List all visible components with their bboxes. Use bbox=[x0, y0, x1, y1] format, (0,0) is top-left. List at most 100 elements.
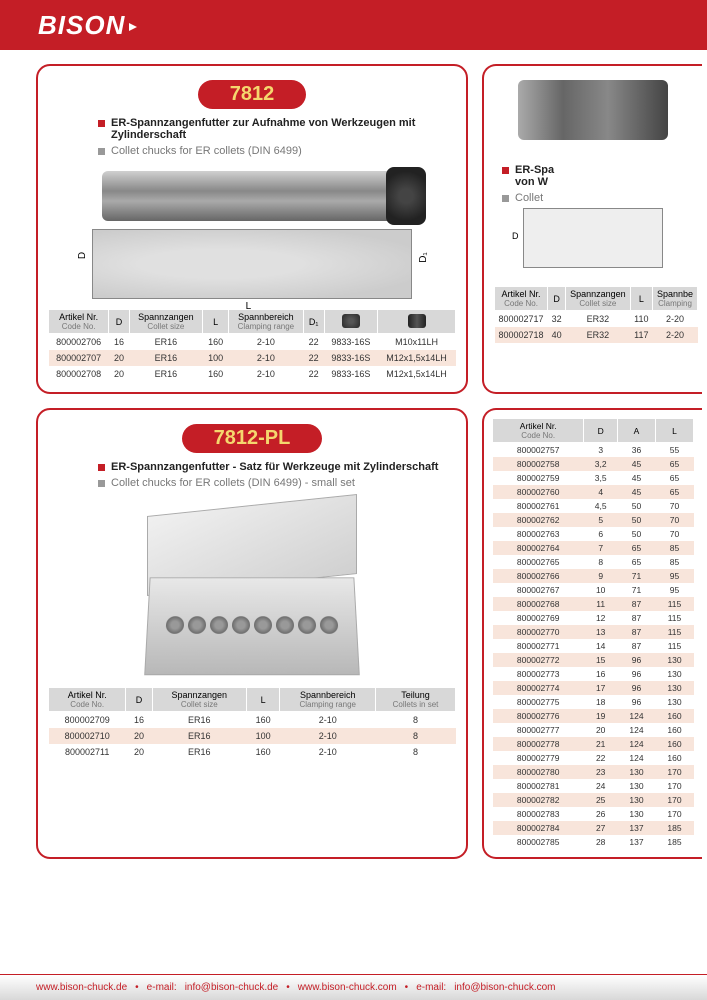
product-title-pill: 7812-PL bbox=[182, 424, 323, 453]
table-cell: 3,2 bbox=[584, 457, 618, 471]
table-cell: 800002776 bbox=[493, 709, 584, 723]
desc-de-text: ER-Spannzangenfutter zur Aufnahme von We… bbox=[111, 117, 415, 141]
table-row: 80000270820ER161602-10229833-16SM12x1,5x… bbox=[49, 366, 456, 382]
table-row: 80000270916ER161602-108 bbox=[49, 712, 456, 729]
table-cell: 13 bbox=[584, 625, 618, 639]
table-cell: 3 bbox=[584, 443, 618, 458]
table-cell: 800002717 bbox=[495, 311, 548, 328]
table-cell: 2-10 bbox=[229, 334, 303, 351]
table-cell: 800002775 bbox=[493, 695, 584, 709]
table-cell: 800002772 bbox=[493, 653, 584, 667]
table-cell: 800002711 bbox=[49, 744, 126, 760]
footer-sep: • bbox=[135, 982, 139, 993]
col-code: Artikel Nr.Code No. bbox=[49, 688, 126, 712]
table-cell: 800002761 bbox=[493, 499, 584, 513]
bullet-icon bbox=[502, 167, 509, 174]
table-cell: 20 bbox=[109, 366, 129, 382]
col-l: L bbox=[246, 688, 280, 712]
col-d: D bbox=[584, 419, 618, 443]
table-cell: 85 bbox=[655, 541, 693, 555]
col-d: D bbox=[126, 688, 152, 712]
table-cell: 17 bbox=[584, 681, 618, 695]
technical-diagram: D bbox=[523, 208, 663, 268]
table-cell: ER16 bbox=[129, 334, 202, 351]
table-cell: 71 bbox=[617, 569, 655, 583]
table-row: 80000276044565 bbox=[493, 485, 694, 499]
table-cell: ER16 bbox=[152, 712, 246, 729]
col-l: L bbox=[203, 310, 229, 334]
table-cell: 4 bbox=[584, 485, 618, 499]
footer-url: www.bison-chuck.de bbox=[36, 982, 127, 993]
col-code: Artikel Nr.Code No. bbox=[493, 419, 584, 443]
product-photo bbox=[102, 171, 402, 221]
table-row: 80000276586585 bbox=[493, 555, 694, 569]
table-cell: 800002771 bbox=[493, 639, 584, 653]
table-cell: 170 bbox=[655, 807, 693, 821]
table-row: 80000270720ER161002-10229833-16SM12x1,5x… bbox=[49, 350, 456, 366]
nut-icon bbox=[342, 314, 360, 328]
table-row: 80000276476585 bbox=[493, 541, 694, 555]
col-code: Artikel Nr.Code No. bbox=[495, 287, 548, 311]
row-1: 7812 ER-Spannzangenfutter zur Aufnahme v… bbox=[36, 64, 707, 394]
col-l: L bbox=[655, 419, 693, 443]
table-cell: 185 bbox=[655, 835, 693, 849]
table-cell: 7 bbox=[584, 541, 618, 555]
table-cell: 87 bbox=[617, 597, 655, 611]
table-cell: 137 bbox=[617, 835, 655, 849]
col-d: D bbox=[548, 287, 566, 311]
table-cell: ER32 bbox=[566, 311, 631, 328]
table-cell: 170 bbox=[655, 793, 693, 807]
col-code: Artikel Nr.Code No. bbox=[49, 310, 109, 334]
table-cell: 100 bbox=[246, 728, 280, 744]
table-cell: 45 bbox=[617, 471, 655, 485]
card-7812-pl: 7812-PL ER-Spannzangenfutter - Satz für … bbox=[36, 408, 468, 859]
table-cell: 55 bbox=[655, 443, 693, 458]
footer-sep: • bbox=[286, 982, 290, 993]
table-cell: 800002779 bbox=[493, 751, 584, 765]
table-cell: 50 bbox=[617, 513, 655, 527]
table-header-row: Artikel Nr.Code No. D SpannzangenCollet … bbox=[49, 310, 456, 334]
table-cell: 71 bbox=[617, 583, 655, 597]
table-row: 80000278023130170 bbox=[493, 765, 694, 779]
table-cell: 160 bbox=[655, 751, 693, 765]
col-range: SpannbeClamping bbox=[653, 287, 698, 311]
table-cell: 800002764 bbox=[493, 541, 584, 555]
bullet-icon bbox=[98, 120, 105, 127]
table-cell: 85 bbox=[655, 555, 693, 569]
table-header-row: Artikel Nr.Code No. D A L bbox=[493, 419, 694, 443]
collet-icon bbox=[166, 616, 185, 634]
table-cell: 70 bbox=[655, 527, 693, 541]
table-cell: 32 bbox=[548, 311, 566, 328]
table-cell: 800002760 bbox=[493, 485, 584, 499]
table-cell: 12 bbox=[584, 611, 618, 625]
table-cell: 21 bbox=[584, 737, 618, 751]
bullet-icon bbox=[98, 480, 105, 487]
table-row: 80000278326130170 bbox=[493, 807, 694, 821]
table-cell: ER32 bbox=[566, 327, 631, 343]
table-cell: 18 bbox=[584, 695, 618, 709]
col-range: SpannbereichClamping range bbox=[229, 310, 303, 334]
table-row: 8000027711487115 bbox=[493, 639, 694, 653]
table-cell: 800002758 bbox=[493, 457, 584, 471]
table-row: 8000027691287115 bbox=[493, 611, 694, 625]
table-cell: 160 bbox=[246, 744, 280, 760]
desc-de: ER-Spannzangenfutter - Satz für Werkzeug… bbox=[98, 461, 456, 473]
table-cell: 2-20 bbox=[653, 327, 698, 343]
table-cell: 8 bbox=[584, 555, 618, 569]
brand-logo: BISON bbox=[38, 10, 137, 41]
table-row: 8000027731696130 bbox=[493, 667, 694, 681]
col-screw-icon bbox=[378, 310, 456, 334]
table-cell: 160 bbox=[203, 334, 229, 351]
table-cell: 800002785 bbox=[493, 835, 584, 849]
table-cell: 28 bbox=[584, 835, 618, 849]
table-row: 8000027741796130 bbox=[493, 681, 694, 695]
spec-table-7812: Artikel Nr.Code No. D SpannzangenCollet … bbox=[48, 309, 456, 382]
table-cell: 800002710 bbox=[49, 728, 126, 744]
table-cell: 10 bbox=[584, 583, 618, 597]
table-cell: 26 bbox=[584, 807, 618, 821]
table-cell: 9833-16S bbox=[324, 366, 377, 382]
bullet-icon bbox=[98, 464, 105, 471]
table-cell: 800002759 bbox=[493, 471, 584, 485]
table-cell: 800002718 bbox=[495, 327, 548, 343]
table-cell: 130 bbox=[617, 765, 655, 779]
